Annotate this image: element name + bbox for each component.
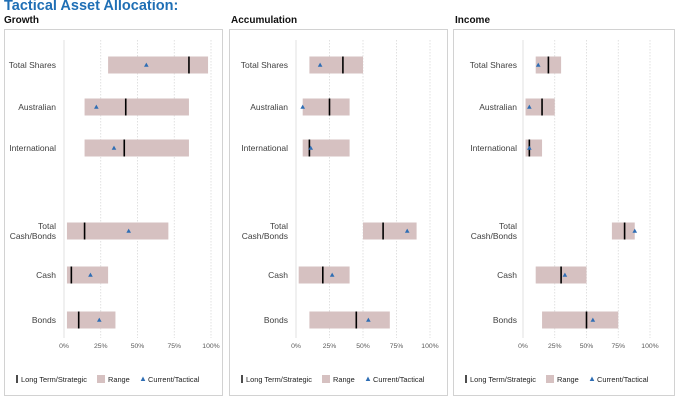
legend-range-label: Range xyxy=(333,375,355,384)
x-tick-label: 50% xyxy=(131,343,145,350)
range-bar xyxy=(525,98,555,116)
tactical-marker xyxy=(590,317,596,322)
legend-tactical-swatch xyxy=(365,376,371,381)
x-tick-label: 100% xyxy=(421,343,438,350)
tactical-marker xyxy=(366,317,371,322)
category-label: Bonds xyxy=(264,315,288,325)
legend-range-swatch xyxy=(322,375,330,383)
x-tick-label: 50% xyxy=(580,343,594,350)
category-label: Bonds xyxy=(32,315,56,325)
chart-panel-income: 0% 25% 50% 75% 100% Total Shares Australian Int… xyxy=(453,29,675,396)
x-tick-label: 0% xyxy=(518,343,528,350)
legend-range-label: Range xyxy=(557,375,579,384)
category-label: International xyxy=(9,143,56,153)
tactical-marker xyxy=(300,104,305,109)
chart-growth: 0% 25% 50% 75% 100% Total Shares Australian Int… xyxy=(9,40,220,384)
tactical-marker xyxy=(88,272,93,277)
range-bar xyxy=(302,139,350,157)
chart-panel-growth: 0% 25% 50% 75% 100% Total Shares Australian Int… xyxy=(4,29,223,396)
category-label: Total Cash/Bonds xyxy=(471,221,517,241)
legend-strategic-label: Long Term/Strategic xyxy=(246,375,312,384)
chart-income: 0% 25% 50% 75% 100% Total Shares Australian Int… xyxy=(465,40,659,384)
x-tick-label: 100% xyxy=(202,343,219,350)
legend-tactical-swatch xyxy=(589,376,595,381)
x-tick-label: 75% xyxy=(611,343,625,350)
tactical-marker xyxy=(308,145,314,150)
x-tick-label: 25% xyxy=(323,343,337,350)
range-bar xyxy=(108,56,209,74)
category-label: Total Shares xyxy=(9,60,56,70)
category-label: Total Shares xyxy=(470,60,517,70)
tactical-marker xyxy=(126,228,131,233)
tactical-marker xyxy=(329,272,335,277)
range-bar xyxy=(363,222,417,240)
range-bar xyxy=(542,311,619,329)
panel-title-growth: Growth xyxy=(4,15,39,26)
category-label: Australian xyxy=(250,102,288,112)
range-bar xyxy=(66,311,116,329)
category-label: Cash xyxy=(36,270,56,280)
x-tick-label: 0% xyxy=(291,343,301,350)
range-bar xyxy=(611,222,635,240)
category-label: Cash xyxy=(497,270,517,280)
tactical-marker xyxy=(527,145,532,150)
x-tick-label: 0% xyxy=(59,343,69,350)
x-tick-label: 100% xyxy=(641,343,658,350)
chart-accumulation: 0% 25% 50% 75% 100% Total Shares Australian Int… xyxy=(241,40,439,384)
tactical-marker xyxy=(562,272,568,277)
x-tick-label: 25% xyxy=(94,343,108,350)
category-label: Total Shares xyxy=(241,60,288,70)
legend-strategic-label: Long Term/Strategic xyxy=(21,375,87,384)
range-bar xyxy=(84,98,189,116)
tactical-marker xyxy=(527,104,532,109)
range-bar xyxy=(525,139,543,157)
x-tick-label: 25% xyxy=(548,343,562,350)
x-tick-label: 50% xyxy=(356,343,370,350)
category-label: Australian xyxy=(18,102,56,112)
tactical-marker xyxy=(111,145,117,150)
x-tick-label: 75% xyxy=(390,343,404,350)
range-bar xyxy=(298,266,350,284)
category-label: Cash xyxy=(268,270,288,280)
chart-panel-accumulation: 0% 25% 50% 75% 100% Total Shares Australian Int… xyxy=(229,29,448,396)
category-label: Total Cash/Bonds xyxy=(10,221,56,241)
range-bar xyxy=(66,266,109,284)
panel-title-accumulation: Accumulation xyxy=(231,15,298,26)
category-label: International xyxy=(241,143,288,153)
tactical-marker xyxy=(535,62,541,67)
category-label: International xyxy=(470,143,517,153)
page-title: Tactical Asset Allocation: xyxy=(4,0,179,14)
tactical-marker xyxy=(317,62,323,67)
tactical-marker xyxy=(632,228,638,233)
category-label: Australian xyxy=(479,102,517,112)
legend-tactical-label: Current/Tactical xyxy=(597,375,649,384)
x-tick-label: 75% xyxy=(167,343,181,350)
tactical-marker xyxy=(96,317,102,322)
tactical-marker xyxy=(144,62,149,67)
range-bar xyxy=(302,98,350,116)
range-bar xyxy=(84,139,189,157)
legend-tactical-label: Current/Tactical xyxy=(373,375,425,384)
legend-tactical-label: Current/Tactical xyxy=(148,375,200,384)
legend-strategic-label: Long Term/Strategic xyxy=(470,375,536,384)
panel-title-income: Income xyxy=(455,15,491,26)
legend-range-label: Range xyxy=(108,375,130,384)
tactical-marker xyxy=(404,228,410,233)
range-bar xyxy=(309,311,390,329)
range-bar xyxy=(309,56,363,74)
legend-tactical-swatch xyxy=(140,376,146,381)
category-label: Total Cash/Bonds xyxy=(242,221,288,241)
legend-range-swatch xyxy=(97,375,105,383)
legend-range-swatch xyxy=(546,375,554,383)
tactical-marker xyxy=(94,104,99,109)
category-label: Bonds xyxy=(493,315,517,325)
range-bar xyxy=(66,222,169,240)
